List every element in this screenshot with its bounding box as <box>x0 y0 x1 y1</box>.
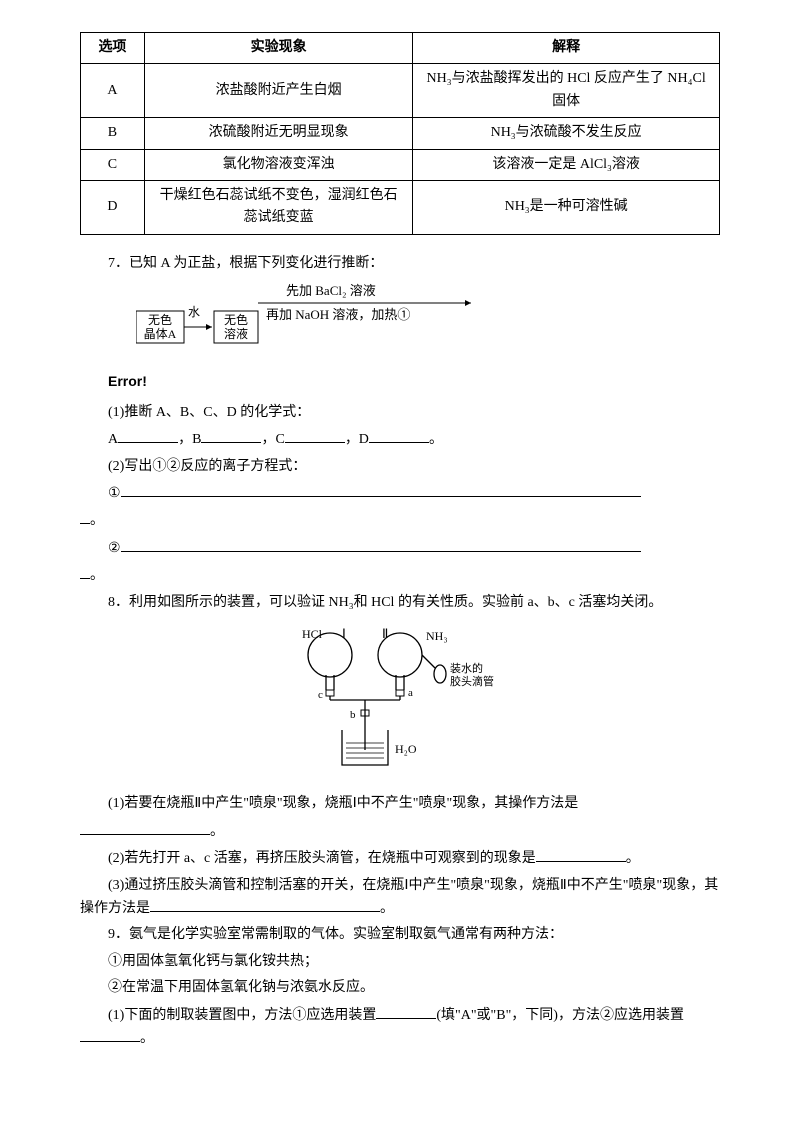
blank <box>80 1027 140 1042</box>
svg-text:Ⅰ: Ⅰ <box>342 626 346 641</box>
blank <box>536 847 626 862</box>
q8-apparatus-svg: HCl Ⅰ Ⅱ NH₃ c a 装水的 胶头滴管 <box>270 620 530 775</box>
q9-line2: ②在常温下用固体氢氧化钠与浓氨水反应。 <box>80 977 720 999</box>
label-d: ，D <box>345 432 369 447</box>
q7-reaction-svg: 先加 BaCl₂ 溶液 无色 晶体A 水 无色 溶液 再加 NaOH 溶液，加热… <box>136 281 476 351</box>
label-2: ② <box>108 541 121 556</box>
q8-sub1-text: (1)若要在烧瓶Ⅱ中产生"喷泉"现象，烧瓶Ⅰ中不产生"喷泉"现象，其操作方法是 <box>108 796 578 811</box>
svg-text:胶头滴管: 胶头滴管 <box>450 674 494 688</box>
svg-text:无色: 无色 <box>148 313 172 327</box>
q7-line1: 先加 BaCl₂ 溶液 <box>286 283 376 298</box>
q7-error: Error! <box>108 370 720 392</box>
blank <box>80 820 210 835</box>
q9-sub1: (1)下面的制取装置图中，方法①应选用装置 (填"A"或"B"，下同)，方法②应选… <box>80 1004 720 1051</box>
q8-sub3: (3)通过挤压胶头滴管和控制活塞的开关，在烧瓶Ⅰ中产生"喷泉"现象，烧瓶Ⅱ中不产… <box>80 875 720 921</box>
blank-b <box>201 428 261 443</box>
svg-text:水: 水 <box>188 305 200 319</box>
blank <box>150 897 380 912</box>
blank <box>376 1004 436 1019</box>
opt-cell: C <box>81 149 145 180</box>
svg-text:H₂O: H₂O <box>395 742 417 756</box>
svg-text:HCl: HCl <box>302 627 323 641</box>
period: 。 <box>626 851 640 866</box>
q8-sub2: (2)若先打开 a、c 活塞，再挤压胶头滴管，在烧瓶中可观察到的现象是 。 <box>80 847 720 870</box>
period: 。 <box>429 432 443 447</box>
svg-text:a: a <box>408 687 413 699</box>
q8-sub2-text: (2)若先打开 a、c 活塞，再挤压胶头滴管，在烧瓶中可观察到的现象是 <box>108 851 536 866</box>
table-header-row: 选项 实验现象 解释 <box>81 33 720 64</box>
blank-d <box>369 428 429 443</box>
q9-line1: ①用固体氢氧化钙与氯化铵共热； <box>80 951 720 973</box>
period: 。 <box>90 513 104 528</box>
svg-text:c: c <box>318 689 323 701</box>
q7-sub2a-end: 。 <box>80 509 720 532</box>
q7-diagram: 先加 BaCl₂ 溶液 无色 晶体A 水 无色 溶液 再加 NaOH 溶液，加热… <box>80 281 720 359</box>
label-c: ，C <box>261 432 284 447</box>
expl-cell: NH₃与浓盐酸挥发出的 HCl 反应产生了 NH₄Cl 固体 <box>413 64 720 118</box>
q9-sub1-pre: (1)下面的制取装置图中，方法①应选用装置 <box>108 1008 376 1023</box>
expl-cell: NH₃是一种可溶性碱 <box>413 180 720 234</box>
header-phenomenon: 实验现象 <box>144 33 412 64</box>
phen-cell: 浓硫酸附近无明显现象 <box>144 118 412 149</box>
svg-text:b: b <box>350 709 356 721</box>
svg-text:Ⅱ: Ⅱ <box>382 626 388 641</box>
blank-eq2 <box>121 537 641 552</box>
q7-sub2: (2)写出①②反应的离子方程式： <box>80 456 720 478</box>
opt-cell: D <box>81 180 145 234</box>
q8-sub1: (1)若要在烧瓶Ⅱ中产生"喷泉"现象，烧瓶Ⅰ中不产生"喷泉"现象，其操作方法是 <box>80 793 720 815</box>
q8-title: 8．利用如图所示的装置，可以验证 NH₃和 HCl 的有关性质。实验前 a、b、… <box>80 592 720 614</box>
q7-sub1: (1)推断 A、B、C、D 的化学式： <box>80 402 720 424</box>
label-1: ① <box>108 486 121 501</box>
document-page: 选项 实验现象 解释 A 浓盐酸附近产生白烟 NH₃与浓盐酸挥发出的 HCl 反… <box>0 0 800 1132</box>
q7-sub2b-end: 。 <box>80 564 720 587</box>
q9-title: 9．氨气是化学实验室常需制取的气体。实验室制取氨气通常有两种方法： <box>80 924 720 946</box>
blank-eq1 <box>121 482 641 497</box>
q8-sub1-blank: 。 <box>80 820 720 843</box>
header-explanation: 解释 <box>413 33 720 64</box>
period: 。 <box>380 901 394 916</box>
table-row: C 氯化物溶液变浑浊 该溶液一定是 AlCl₃溶液 <box>81 149 720 180</box>
blank-trail <box>80 564 90 579</box>
phen-cell: 干燥红色石蕊试纸不变色，湿润红色石蕊试纸变蓝 <box>144 180 412 234</box>
period: 。 <box>210 824 224 839</box>
svg-text:NH₃: NH₃ <box>426 629 448 643</box>
table-row: B 浓硫酸附近无明显现象 NH₃与浓硫酸不发生反应 <box>81 118 720 149</box>
q9-sub1-mid: (填"A"或"B"，下同)，方法②应选用装置 <box>436 1008 684 1023</box>
period: 。 <box>90 568 104 583</box>
expl-cell: NH₃与浓硫酸不发生反应 <box>413 118 720 149</box>
header-option: 选项 <box>81 33 145 64</box>
svg-text:装水的: 装水的 <box>450 661 483 675</box>
blank-c <box>285 428 345 443</box>
period: 。 <box>140 1031 154 1046</box>
svg-text:再加 NaOH 溶液，加热①: 再加 NaOH 溶液，加热① <box>266 307 410 322</box>
opt-cell: B <box>81 118 145 149</box>
phen-cell: 浓盐酸附近产生白烟 <box>144 64 412 118</box>
q7-sub2b: ② <box>80 537 720 560</box>
svg-text:溶液: 溶液 <box>224 326 248 341</box>
label-a: A <box>108 432 118 447</box>
options-table: 选项 实验现象 解释 A 浓盐酸附近产生白烟 NH₃与浓盐酸挥发出的 HCl 反… <box>80 32 720 235</box>
q7-title: 7．已知 A 为正盐，根据下列变化进行推断： <box>80 253 720 275</box>
opt-cell: A <box>81 64 145 118</box>
blank-trail <box>80 509 90 524</box>
label-b: ，B <box>178 432 201 447</box>
table-row: A 浓盐酸附近产生白烟 NH₃与浓盐酸挥发出的 HCl 反应产生了 NH₄Cl … <box>81 64 720 118</box>
table-row: D 干燥红色石蕊试纸不变色，湿润红色石蕊试纸变蓝 NH₃是一种可溶性碱 <box>81 180 720 234</box>
blank-a <box>118 428 178 443</box>
q8-diagram: HCl Ⅰ Ⅱ NH₃ c a 装水的 胶头滴管 <box>80 620 720 783</box>
q7-sub1-answers: A ，B ，C ，D 。 <box>80 428 720 451</box>
svg-text:晶体A: 晶体A <box>144 327 177 341</box>
q7-sub2a: ① <box>80 482 720 505</box>
expl-cell: 该溶液一定是 AlCl₃溶液 <box>413 149 720 180</box>
svg-text:无色: 无色 <box>224 313 248 327</box>
phen-cell: 氯化物溶液变浑浊 <box>144 149 412 180</box>
